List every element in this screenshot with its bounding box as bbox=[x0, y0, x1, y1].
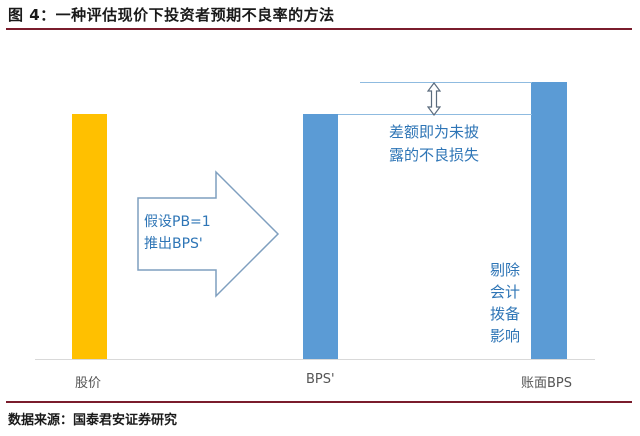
xlabel-book-bps: 账面BPS bbox=[521, 376, 573, 391]
right-arrow-shape bbox=[137, 170, 280, 298]
gap-top-line bbox=[360, 82, 532, 83]
arrow-text-line-1: 假设PB=1 bbox=[144, 214, 211, 230]
provision-text-line-1: 剔除 bbox=[490, 261, 521, 279]
baseline bbox=[35, 359, 595, 360]
bar-bps-prime bbox=[303, 114, 338, 359]
bottom-rule bbox=[6, 401, 632, 403]
bar-book-bps bbox=[531, 82, 567, 359]
source-note: 数据来源：国泰君安证券研究 bbox=[8, 413, 178, 428]
provision-text-line-3: 拨备 bbox=[490, 305, 521, 323]
gap-text-line-1: 差额即为未披 bbox=[389, 123, 480, 141]
gap-text-line-2: 露的不良损失 bbox=[389, 146, 480, 164]
bar-stock-price bbox=[72, 114, 107, 359]
arrow-text-line-2: 推出BPS' bbox=[144, 236, 203, 252]
provision-text-line-2: 会计 bbox=[490, 283, 521, 301]
xlabel-stock-price: 股价 bbox=[75, 376, 102, 391]
xlabel-bps-prime: BPS' bbox=[306, 372, 335, 387]
double-arrow-icon bbox=[427, 82, 441, 116]
figure-title: 图 4：一种评估现价下投资者预期不良率的方法 bbox=[8, 6, 335, 24]
provision-text-line-4: 影响 bbox=[490, 327, 521, 345]
top-rule bbox=[6, 28, 632, 30]
